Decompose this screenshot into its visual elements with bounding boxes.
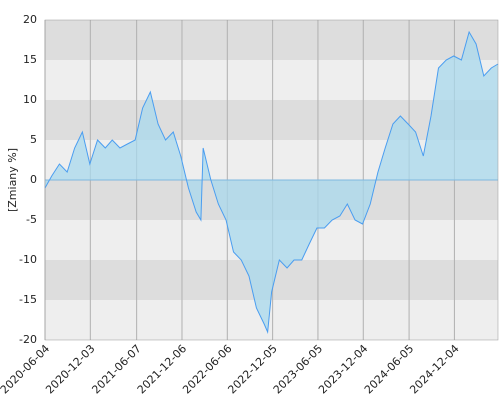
y-tick-label: -15 bbox=[19, 293, 37, 306]
x-tick-label: 2024-12-04 bbox=[407, 342, 461, 396]
y-tick-label: -20 bbox=[19, 333, 37, 346]
y-tick-label: -10 bbox=[19, 253, 37, 266]
grid-band bbox=[45, 60, 498, 100]
y-tick-label: -5 bbox=[26, 213, 37, 226]
grid-band bbox=[45, 100, 498, 140]
grid-band bbox=[45, 300, 498, 340]
grid-band bbox=[45, 20, 498, 60]
y-tick-label: 5 bbox=[30, 133, 37, 146]
y-tick-label: 20 bbox=[23, 13, 37, 26]
area bbox=[45, 32, 498, 332]
y-axis-label: [Zmiany %] bbox=[6, 148, 19, 212]
line bbox=[44, 30, 499, 334]
y-tick-label: 0 bbox=[30, 173, 37, 186]
y-tick-label: 15 bbox=[23, 53, 37, 66]
y-tick-label: 10 bbox=[23, 93, 37, 106]
plot-frame bbox=[44, 19, 499, 341]
